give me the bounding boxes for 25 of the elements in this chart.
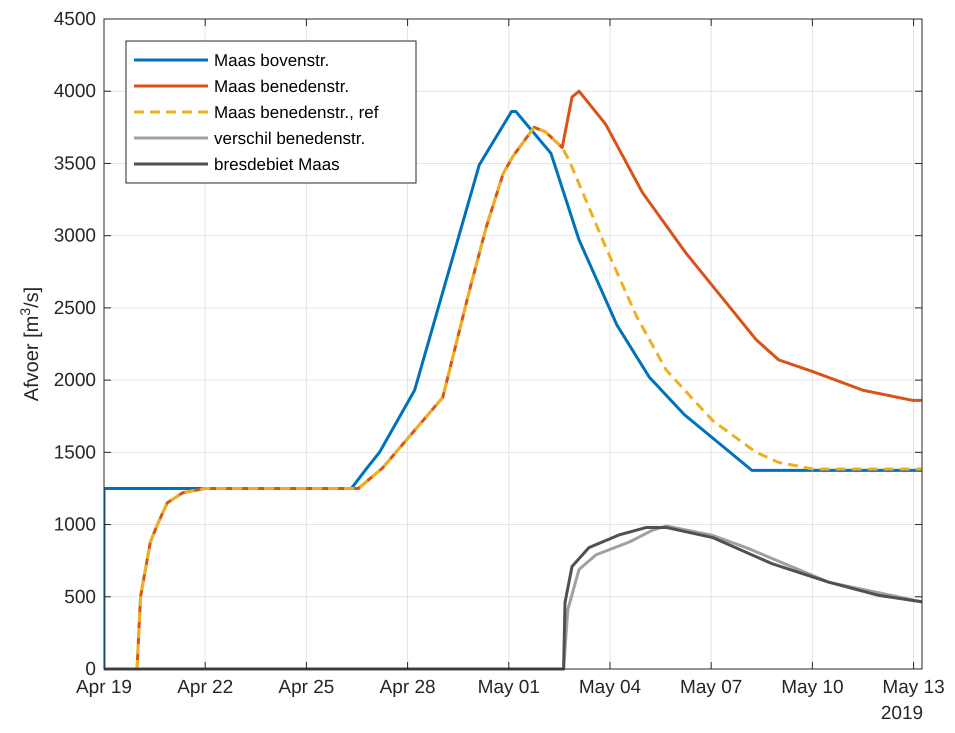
legend-label: Maas bovenstr. [214, 51, 330, 70]
y-tick-label: 4500 [54, 9, 96, 30]
y-tick-label: 3500 [54, 153, 96, 174]
y-tick-label: 500 [64, 586, 96, 608]
x-tick-label: May 07 [680, 677, 742, 698]
y-tick-label: 1500 [54, 442, 96, 464]
legend-label: Maas benedenstr. [214, 77, 350, 96]
x-tick-label: Apr 19 [76, 677, 132, 698]
y-tick-label: 3000 [54, 226, 96, 247]
x-tick-label: May 01 [478, 677, 540, 698]
text: 2019 [880, 703, 924, 724]
y-tick-label: 4000 [54, 81, 96, 102]
y-tick-label: 2500 [54, 298, 96, 319]
x-tick-label: May 04 [578, 677, 642, 698]
legend-label: Maas benedenstr., ref [214, 103, 379, 122]
legend-label: bresdebiet Maas [214, 155, 340, 174]
x-tick-label: May 13 [882, 677, 945, 698]
x-tick-label: Apr 22 [177, 677, 234, 698]
y-tick-label: 2000 [54, 370, 96, 392]
y-tick-label: 1000 [54, 514, 96, 536]
x-tick-label: Apr 25 [278, 677, 334, 698]
y-tick-label: 0 [85, 659, 96, 680]
legend-label: verschil benedenstr. [214, 129, 366, 148]
x-tick-label: Apr 28 [380, 677, 436, 698]
x-tick-label: May 10 [781, 677, 844, 698]
